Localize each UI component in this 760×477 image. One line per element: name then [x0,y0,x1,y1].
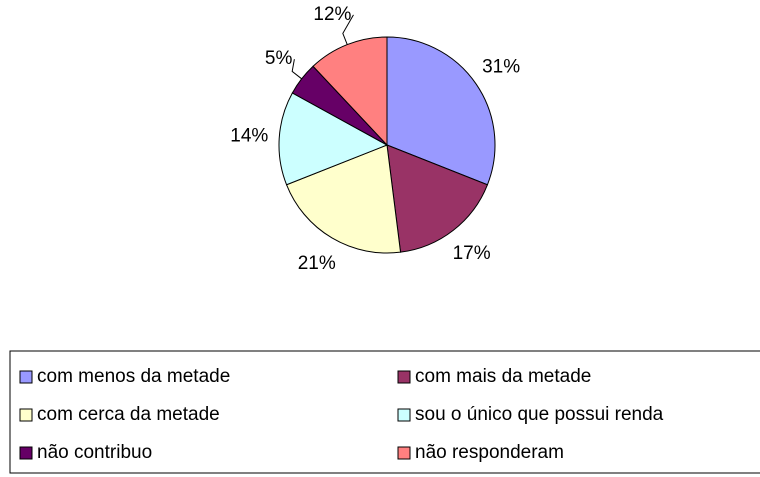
pie-slice [278,92,389,186]
legend-swatch [19,408,33,422]
legend-box [9,350,760,474]
legend-label: com mais da metade [415,366,591,387]
data-label: 21% [298,253,336,274]
legend-swatch [397,370,411,384]
legend-label: com cerca da metade [37,404,220,425]
data-label: 12% [313,4,351,25]
data-label: 5% [265,48,293,69]
leader-line [342,14,354,45]
pie-slice [386,36,496,186]
leader-line [291,59,302,80]
legend-label: sou o único que possui renda [415,404,664,425]
pie-slice [386,144,489,253]
legend-swatch [397,408,411,422]
data-label: 31% [482,56,520,77]
pie-slice [312,36,388,147]
legend-label: com menos da metade [37,366,230,387]
legend-label: não contribuo [37,442,152,463]
pie-slice [285,144,402,254]
data-label: 14% [230,125,268,146]
legend-swatch [19,446,33,460]
data-label: 17% [453,243,491,264]
legend-label: não responderam [415,442,564,463]
legend-swatch [397,446,411,460]
legend-swatch [19,370,33,384]
